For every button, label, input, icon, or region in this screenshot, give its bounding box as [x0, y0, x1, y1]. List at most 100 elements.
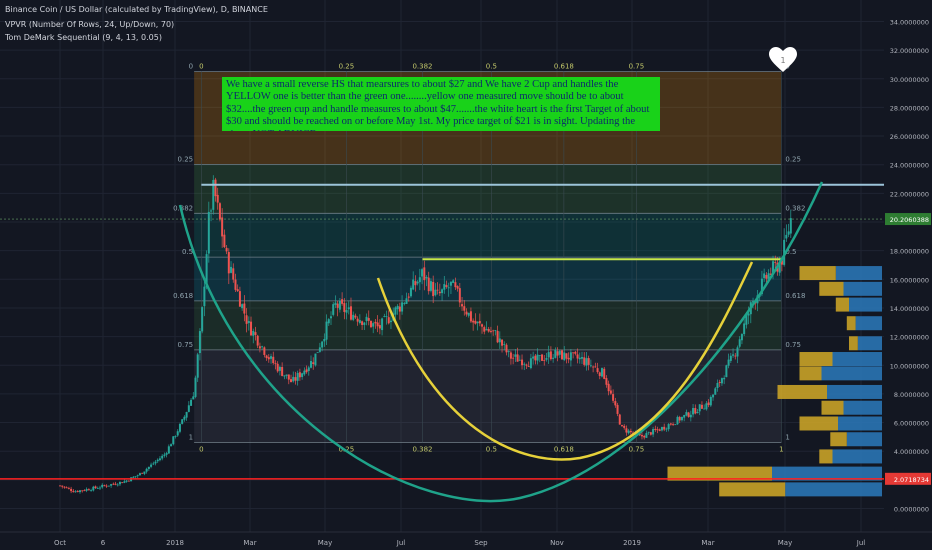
td-sequential-indicator-label[interactable]: Tom DeMark Sequential (9, 4, 13, 0.05)	[5, 33, 162, 42]
candle-body	[125, 480, 128, 482]
fib-time-label-top: 0.5	[486, 63, 497, 71]
yellow-cup-curve	[376, 261, 754, 461]
candle-body	[647, 431, 650, 433]
candle-body	[556, 351, 559, 356]
candle-body	[740, 334, 743, 341]
candle-body	[170, 444, 173, 447]
candle-body	[290, 379, 293, 383]
last-price-badge[interactable]	[885, 213, 931, 226]
candle-body	[732, 354, 735, 356]
time-axis-tick-label: Sep	[474, 539, 488, 547]
volume-profile-up-bar	[843, 400, 882, 415]
candle-body	[425, 276, 428, 279]
candle-body	[752, 301, 755, 303]
candle-body	[667, 424, 670, 430]
time-axis-tick-label: 2019	[623, 539, 641, 547]
candle-body	[596, 368, 599, 373]
volume-profile-up-bar	[857, 336, 882, 351]
candle-body	[145, 468, 148, 472]
price-axis-tick-label: 28.0000000	[890, 104, 929, 112]
fib-level-label-left: 0.75	[178, 341, 194, 349]
candle-body	[545, 358, 548, 360]
candle-body	[541, 354, 544, 361]
volume-profile-down-bar	[819, 449, 833, 464]
candle-body	[314, 353, 317, 366]
price-axis-tick-label: 30.0000000	[890, 76, 929, 84]
candle-body	[261, 346, 264, 348]
candle-body	[374, 321, 377, 324]
candle-body	[503, 344, 506, 345]
candle-body	[172, 436, 175, 445]
candle-body	[334, 302, 337, 305]
candle-body	[700, 404, 703, 409]
candle-body	[736, 347, 739, 357]
candle-body	[683, 415, 686, 418]
candle-body	[507, 351, 510, 353]
candle-body	[98, 487, 101, 489]
candle-body	[94, 486, 97, 489]
candle-body	[734, 355, 737, 357]
fib-level-label-left: 0.618	[173, 292, 193, 300]
candle-body	[525, 364, 528, 366]
candle-body	[616, 404, 619, 414]
price-axis-tick-label: 34.0000000	[890, 18, 929, 26]
candle-body	[76, 491, 79, 492]
volume-profile-down-bar	[799, 266, 836, 281]
candle-body	[712, 394, 715, 398]
candle-body	[112, 483, 115, 485]
candle-body	[416, 281, 419, 284]
candle-body	[252, 330, 255, 336]
candle-body	[576, 354, 579, 359]
candle-body	[429, 281, 432, 291]
candle-body	[558, 350, 561, 355]
candle-body	[376, 322, 379, 327]
candle-body	[583, 357, 586, 365]
candle-body	[592, 366, 595, 368]
price-axis-tick-label: 18.0000000	[890, 248, 929, 256]
candle-body	[267, 357, 270, 360]
candle-body	[349, 306, 352, 320]
fib-time-label-bottom: 0	[199, 446, 203, 454]
candle-body	[572, 352, 575, 354]
time-axis-tick-label: May	[778, 539, 792, 547]
candle-body	[763, 273, 766, 279]
candle-body	[274, 363, 277, 365]
candle-body	[469, 311, 472, 322]
volume-profile-up-bar	[772, 466, 882, 481]
candle-body	[434, 289, 437, 296]
candle-body	[485, 329, 488, 331]
fib-level-label-right: 0.75	[785, 341, 801, 349]
candle-body	[587, 358, 590, 365]
candle-body	[141, 472, 144, 474]
candle-body	[403, 303, 406, 304]
annotation-note[interactable]: We have a small reverse HS that mearsure…	[222, 77, 660, 131]
fib-level-label-right: 1	[785, 434, 789, 442]
volume-profile-up-bar	[832, 352, 882, 367]
volume-profile-down-bar	[819, 281, 844, 296]
candle-body	[212, 179, 215, 210]
candle-body	[394, 307, 397, 315]
candle-body	[398, 306, 401, 312]
volume-profile-up-bar	[843, 281, 882, 296]
candle-body	[676, 416, 679, 425]
heart-target-icon[interactable]: 1	[769, 47, 797, 73]
vpvr-indicator-label[interactable]: VPVR (Number Of Rows, 24, Up/Down, 70)	[5, 20, 175, 29]
fib-level-label-left: 1	[189, 434, 193, 442]
candle-body	[674, 424, 677, 426]
price-axis-tick-label: 32.0000000	[890, 47, 929, 55]
candle-body	[185, 412, 188, 418]
support-price-badge[interactable]	[885, 472, 931, 485]
candle-body	[305, 369, 308, 373]
candle-body	[310, 361, 313, 368]
candle-body	[465, 311, 468, 315]
candle-body	[729, 355, 732, 361]
candle-body	[589, 365, 592, 367]
candle-body	[743, 323, 746, 335]
candle-body	[118, 481, 121, 485]
price-axis-tick-label: 4.0000000	[894, 448, 929, 456]
time-axis-tick-label: Oct	[54, 539, 66, 547]
time-axis-tick-label: 2018	[166, 539, 184, 547]
last-price-label: 20.2060388	[890, 216, 929, 224]
candle-body	[536, 354, 539, 361]
